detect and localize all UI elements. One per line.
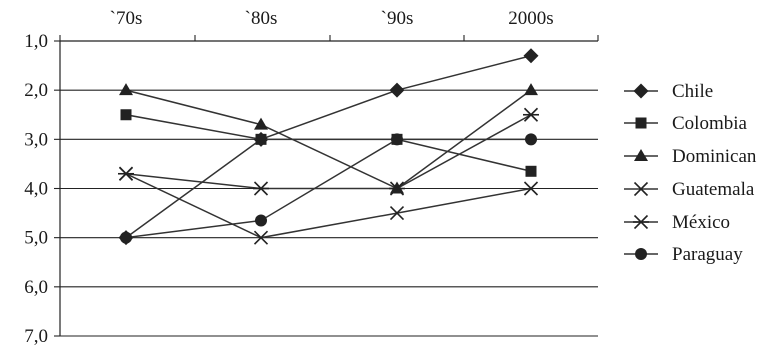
series-guatemala	[118, 166, 539, 245]
marker-circle	[525, 133, 537, 146]
marker-x-stroke	[633, 181, 649, 197]
axes: 1,0 2,0 3,0 4,0 5,0 6,0 7,0 `70s `80s `90s 2000s	[24, 8, 599, 347]
marker-asterisk	[118, 166, 134, 181]
marker-x-stroke	[253, 230, 269, 245]
legend-label: México	[672, 212, 730, 233]
marker-square	[120, 109, 132, 121]
series-chile	[118, 48, 539, 246]
legend-label: Dominican	[672, 146, 757, 167]
marker-square	[525, 165, 537, 177]
marker-circle	[635, 248, 647, 260]
series-line-mexico	[125, 114, 532, 190]
marker-x	[253, 230, 269, 245]
y-tick-label: 1,0	[24, 31, 48, 52]
marker-circle	[255, 214, 267, 227]
marker-x-stroke	[523, 181, 539, 196]
marker-asterisk	[253, 181, 269, 196]
legend-item-guatemala: Guatemala	[624, 179, 755, 200]
y-tick-label: 4,0	[24, 179, 48, 200]
y-tick-label: 5,0	[24, 228, 48, 249]
x-tick-label: 2000s	[508, 8, 553, 29]
legend-item-paraguay: Paraguay	[624, 244, 743, 265]
legend-label: Colombia	[672, 113, 748, 134]
marker-triangle	[119, 83, 133, 96]
x-tick-label: `70s	[110, 8, 143, 29]
marker-diamond	[523, 48, 539, 64]
marker-square	[255, 133, 267, 145]
marker-triangle	[634, 149, 648, 161]
marker-square	[635, 117, 647, 129]
legend-label: Paraguay	[672, 244, 743, 265]
legend-item-dominican: Dominican	[624, 146, 757, 167]
series-lines	[118, 48, 539, 246]
y-tick-label: 2,0	[24, 80, 48, 101]
series-mexico	[118, 107, 539, 196]
marker-diamond	[633, 83, 649, 99]
legend: Chile Colombia Dominican Guatemala México Par…	[624, 81, 757, 265]
legend-label: Guatemala	[672, 179, 755, 200]
legend-item-chile: Chile	[624, 81, 713, 102]
marker-diamond	[389, 82, 405, 98]
marker-triangle	[254, 117, 268, 130]
series-colombia	[120, 109, 537, 177]
legend-item-mexico: México	[624, 212, 730, 233]
x-tick-label: `80s	[245, 8, 278, 29]
series-dominican	[119, 83, 538, 194]
y-tick-label: 3,0	[24, 129, 48, 150]
marker-asterisk	[389, 181, 405, 196]
y-tick-label: 6,0	[24, 277, 48, 298]
series-line-colombia	[125, 114, 532, 173]
series-line-chile	[125, 55, 532, 239]
marker-asterisk	[523, 107, 539, 122]
series-paraguay	[120, 133, 537, 244]
marker-asterisk	[633, 214, 649, 230]
series-line-guatemala	[125, 173, 532, 239]
marker-x-stroke	[389, 206, 405, 221]
marker-x	[633, 181, 649, 197]
x-tick-label: `90s	[381, 8, 414, 29]
legend-label: Chile	[672, 81, 713, 102]
marker-circle	[120, 231, 132, 244]
series-line-paraguay	[125, 138, 531, 239]
marker-circle	[391, 133, 403, 146]
marker-x	[389, 206, 405, 221]
marker-triangle	[524, 83, 538, 96]
y-tick-label: 7,0	[24, 326, 48, 347]
marker-x	[523, 181, 539, 196]
legend-item-colombia: Colombia	[624, 113, 748, 134]
